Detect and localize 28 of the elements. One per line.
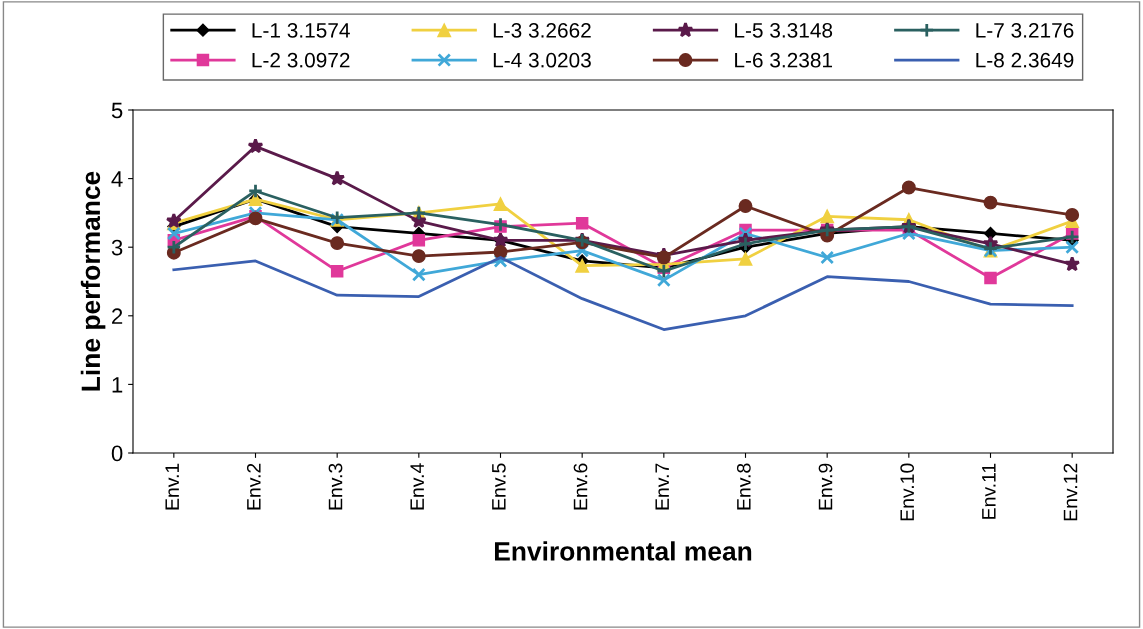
legend-label: L-7 3.2176 <box>976 22 1074 38</box>
legend-label: L-1 3.1574 <box>252 22 350 38</box>
x-tick-label: Env.7 <box>655 463 669 510</box>
legend-label: L-4 3.0203 <box>493 52 591 68</box>
x-tick-label: Env.1 <box>165 463 179 510</box>
x-tick-label: Env.12 <box>1063 463 1078 521</box>
y-tick-label: 3 <box>111 239 123 256</box>
x-tick-label: Env.4 <box>410 463 424 510</box>
x-tick-label: Env.9 <box>818 463 833 510</box>
y-axis-title: Line performance <box>80 171 106 391</box>
y-tick-label: 1 <box>112 377 123 393</box>
y-tick-label: 5 <box>111 102 123 119</box>
legend-label: L-5 3.3148 <box>735 22 833 38</box>
legend-label: L-8 2.3649 <box>976 52 1074 68</box>
legend-label: L-2 3.0972 <box>252 52 350 68</box>
legend-label: L-6 3.2381 <box>735 52 833 68</box>
y-tick-label: 4 <box>111 171 123 187</box>
x-tick-label: Env.10 <box>900 463 915 521</box>
x-tick-label: Env.5 <box>492 463 506 510</box>
x-axis-title: Environmental mean <box>494 541 752 561</box>
legend-label: L-3 3.2662 <box>493 22 591 38</box>
x-tick-label: Env.11 <box>982 463 996 519</box>
y-tick-label: 0 <box>111 445 123 462</box>
x-tick-label: Env.3 <box>328 463 343 510</box>
x-tick-label: Env.2 <box>246 463 261 510</box>
y-tick-label: 2 <box>112 308 123 324</box>
x-tick-label: Env.6 <box>573 463 588 510</box>
x-tick-label: Env.8 <box>736 463 751 510</box>
